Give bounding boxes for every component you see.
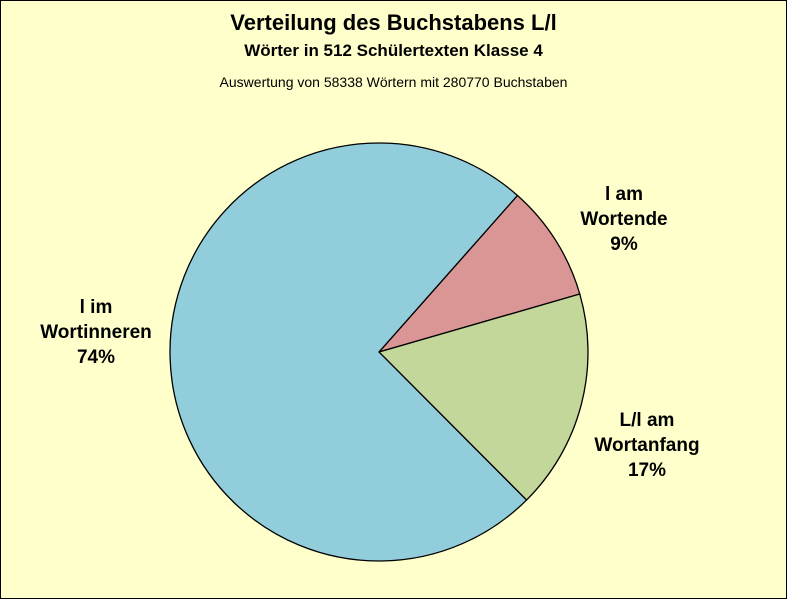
slice-name-line: Wortanfang — [594, 435, 699, 456]
slice-value-label: 17% — [628, 460, 666, 481]
slice-value-label: 74% — [77, 347, 115, 368]
slice-wortende — [377, 194, 581, 354]
slice-name-line: L/l am — [620, 410, 675, 431]
slice-name-line: l am — [605, 184, 643, 205]
chart-title: Verteilung des Buchstabens L/l — [230, 10, 557, 35]
chart-subtitle: Wörter in 512 Schülertexten Klasse 4 — [244, 41, 543, 60]
slice-wortinneren — [169, 142, 528, 562]
slice-name-line: Wortinneren — [40, 322, 152, 343]
label-wortanfang: L/l am Wortanfang 17% — [594, 410, 699, 481]
slice-name-line: l im — [80, 297, 113, 318]
slice-name-line: Wortende — [580, 209, 667, 230]
label-wortende: l am Wortende 9% — [580, 184, 667, 255]
slice-value-label: 9% — [610, 234, 638, 255]
label-wortinneren: l im Wortinneren 74% — [40, 297, 152, 368]
chart-caption: Auswertung von 58338 Wörtern mit 280770 … — [219, 74, 568, 90]
slice-wortanfang — [377, 293, 589, 501]
